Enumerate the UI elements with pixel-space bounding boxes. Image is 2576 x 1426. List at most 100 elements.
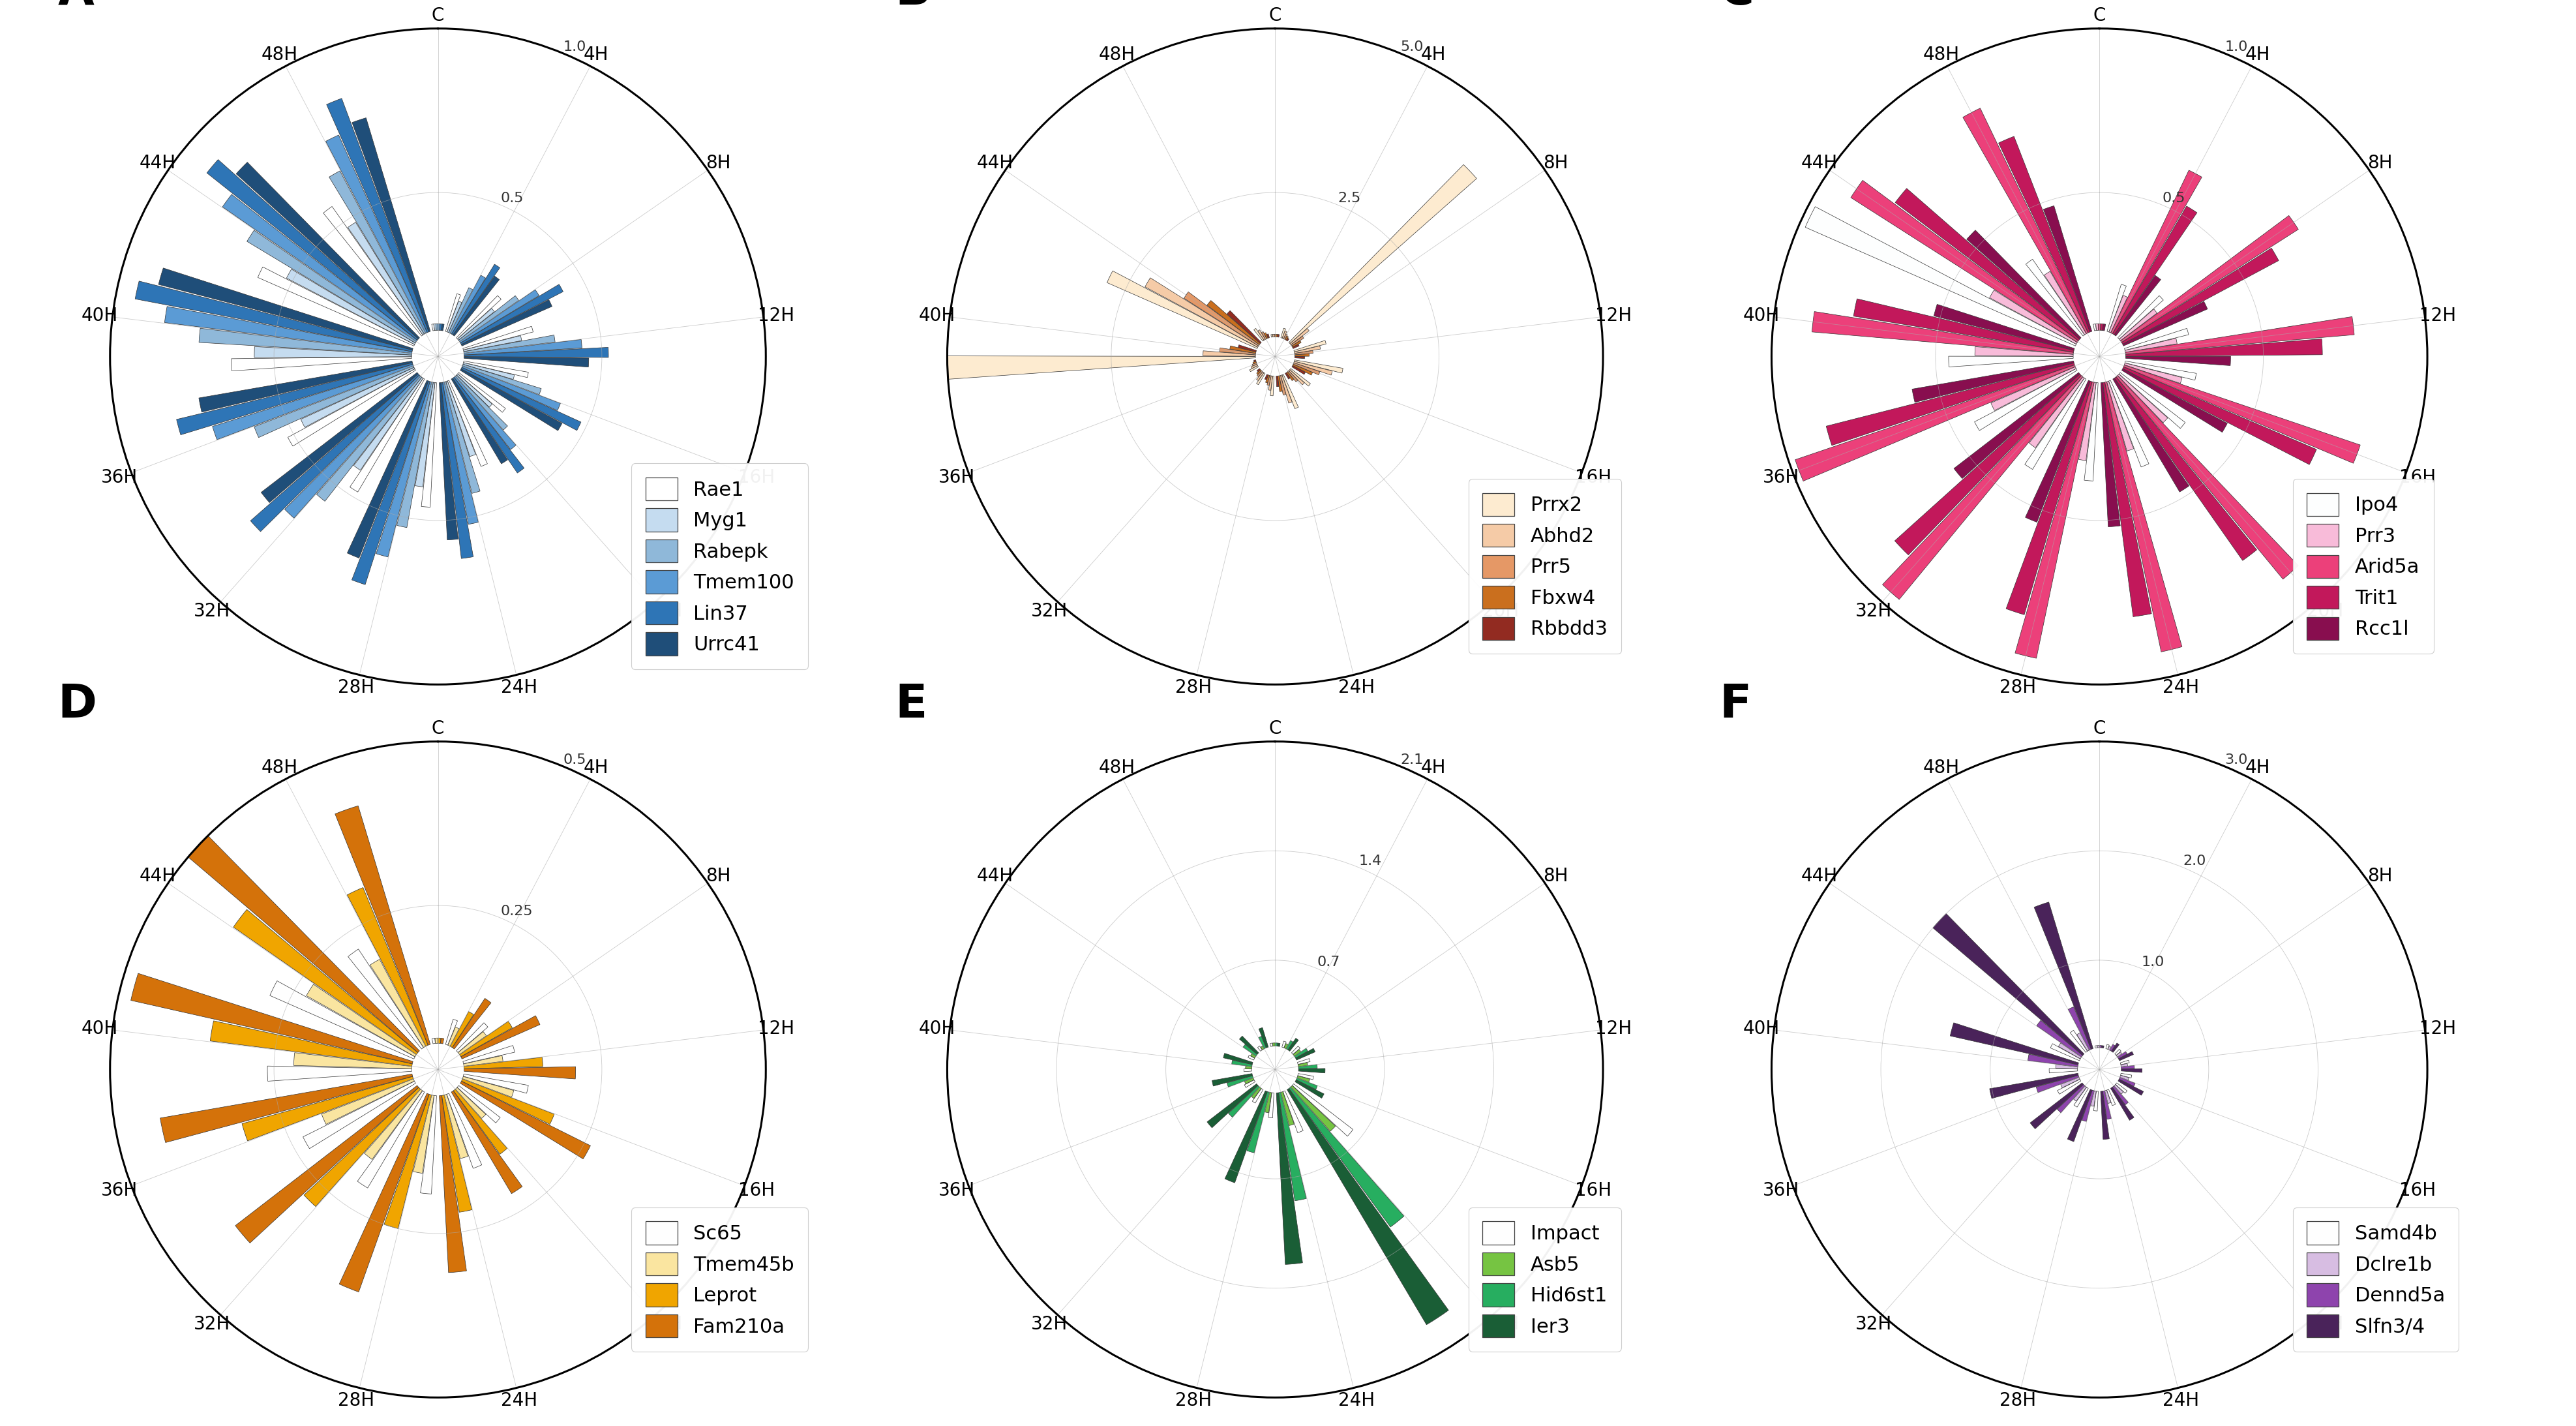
Bar (1291, 337, 1303, 347)
Bar (2107, 284, 2125, 332)
Bar (433, 1038, 435, 1044)
Bar (1262, 332, 1267, 339)
Bar (440, 382, 474, 559)
Bar (443, 382, 479, 525)
Bar (1280, 375, 1293, 404)
Bar (2097, 324, 2099, 331)
Bar (348, 950, 422, 1050)
Bar (1280, 1092, 1293, 1125)
Bar (1291, 341, 1301, 347)
Bar (464, 1067, 574, 1079)
Bar (1953, 372, 2079, 479)
Bar (1973, 369, 2076, 431)
Bar (461, 284, 564, 345)
Bar (2120, 1074, 2133, 1078)
Bar (1257, 329, 1265, 341)
Bar (1288, 369, 1303, 385)
Bar (1260, 1047, 1265, 1050)
Bar (1296, 351, 1314, 355)
Bar (2099, 1091, 2110, 1139)
Bar (1850, 180, 2079, 342)
Bar (289, 369, 415, 446)
Bar (1249, 365, 1260, 372)
Bar (353, 118, 430, 332)
Bar (384, 1094, 433, 1229)
Bar (459, 1031, 487, 1054)
Bar (438, 1038, 440, 1044)
Bar (178, 826, 420, 1052)
Bar (2105, 382, 2182, 652)
Bar (1285, 1041, 1293, 1050)
Bar (1224, 1091, 1267, 1182)
Bar (440, 1038, 443, 1044)
Bar (1296, 356, 1303, 358)
Bar (2025, 378, 2087, 469)
Bar (464, 356, 590, 366)
Bar (412, 1095, 433, 1174)
Bar (307, 984, 417, 1057)
Bar (165, 307, 412, 354)
Bar (1252, 362, 1257, 366)
Bar (1293, 362, 1319, 375)
Bar (448, 301, 461, 332)
Bar (1293, 347, 1321, 354)
Bar (348, 222, 425, 335)
Bar (1260, 1028, 1267, 1048)
Bar (325, 207, 422, 337)
Bar (1244, 1078, 1255, 1084)
Bar (304, 1081, 415, 1148)
Bar (350, 378, 425, 492)
Text: B: B (894, 0, 930, 14)
Bar (211, 364, 412, 439)
Bar (1244, 1067, 1252, 1070)
Bar (348, 887, 428, 1047)
Bar (464, 362, 515, 379)
Bar (2112, 1087, 2128, 1105)
Bar (2074, 1087, 2087, 1101)
Bar (453, 277, 500, 337)
Bar (2123, 301, 2208, 347)
Bar (2027, 1054, 2079, 1067)
Bar (1203, 351, 1255, 356)
Bar (2123, 248, 2280, 344)
Bar (1257, 369, 1262, 375)
Bar (464, 335, 523, 352)
Bar (446, 1020, 459, 1045)
Bar (440, 324, 443, 331)
Bar (160, 1074, 412, 1142)
Bar (2014, 382, 2094, 659)
Bar (1283, 334, 1288, 339)
Bar (2125, 361, 2197, 381)
Bar (1267, 1092, 1275, 1118)
Bar (1965, 230, 2081, 339)
Bar (464, 327, 533, 349)
Bar (461, 1015, 541, 1060)
Bar (1213, 1074, 1252, 1087)
Bar (1285, 337, 1288, 341)
Bar (1280, 328, 1285, 338)
Bar (198, 328, 412, 355)
Bar (461, 299, 551, 347)
Bar (2117, 1052, 2123, 1057)
Bar (1293, 344, 1298, 348)
Bar (1298, 1075, 1309, 1082)
Bar (464, 1074, 528, 1094)
Bar (464, 1055, 502, 1067)
Bar (1989, 1074, 2079, 1098)
Bar (2110, 381, 2148, 466)
Bar (2112, 378, 2190, 492)
Bar (1296, 354, 1309, 356)
Bar (242, 1077, 412, 1141)
Bar (2125, 328, 2190, 351)
Bar (358, 1091, 425, 1188)
Bar (456, 295, 502, 339)
Bar (1249, 1054, 1255, 1058)
Bar (2007, 381, 2092, 615)
Bar (453, 378, 523, 473)
Bar (1285, 338, 1288, 341)
Bar (222, 194, 417, 342)
Bar (1278, 1092, 1306, 1201)
Bar (456, 374, 492, 408)
Bar (1252, 1087, 1262, 1098)
Bar (1806, 207, 2076, 347)
